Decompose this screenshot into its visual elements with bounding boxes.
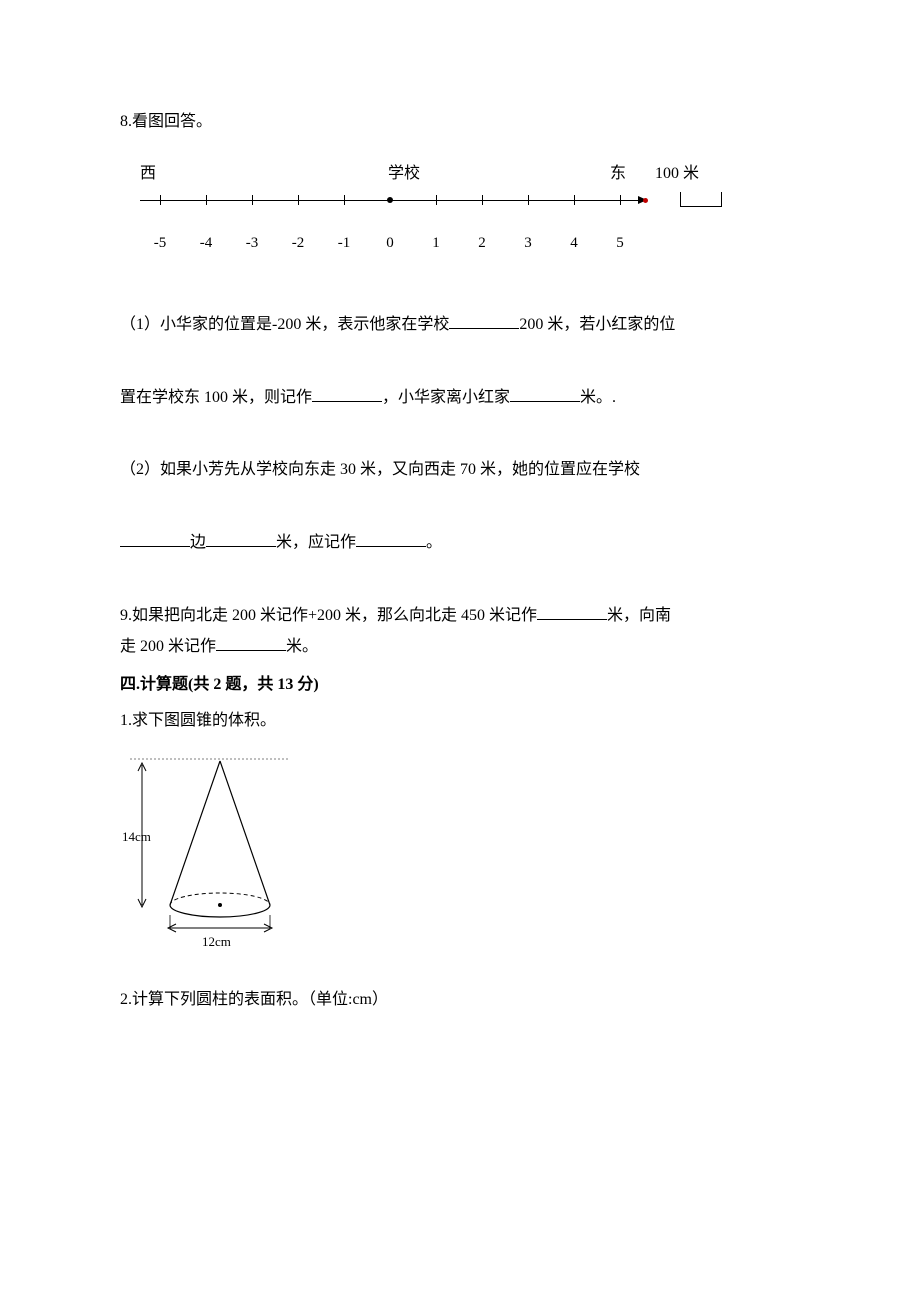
tick-label: 5: [616, 232, 624, 255]
label-west: 西: [140, 162, 156, 186]
tick-mark: [160, 195, 161, 205]
fill-blank[interactable]: [206, 530, 276, 547]
tick-mark: [298, 195, 299, 205]
text: 200 米，若小红家的位: [519, 316, 675, 333]
label-scale: 100 米: [655, 162, 699, 186]
tick-mark: [206, 195, 207, 205]
q8-title: 8.看图回答。: [120, 110, 800, 134]
q4-1-title: 1.求下图圆锥的体积。: [120, 709, 800, 733]
tick-label: -5: [154, 232, 167, 255]
tick-label: 4: [570, 232, 578, 255]
fill-blank[interactable]: [537, 603, 607, 620]
q9-line2: 走 200 米记作 米。: [120, 634, 800, 659]
tick-label: 3: [524, 232, 532, 255]
number-line-diagram: 西 学校 东 100 米 -5 -4 -3 -2 -1 0 1 2 3 4 5: [120, 162, 800, 272]
tick-label: -1: [338, 232, 351, 255]
cone-right-side: [220, 761, 270, 905]
fill-blank[interactable]: [312, 385, 382, 402]
q9-line1: 9.如果把向北走 200 米记作+200 米，那么向北走 450 米记作 米，向南: [120, 603, 800, 628]
origin-dot-icon: [387, 197, 393, 203]
fill-blank[interactable]: [216, 634, 286, 651]
q8-part2-line1: （2）如果小芳先从学校向东走 30 米，又向西走 70 米，她的位置应在学校: [120, 458, 800, 482]
fill-blank[interactable]: [510, 385, 580, 402]
tick-label: -4: [200, 232, 213, 255]
scale-bracket-icon: [680, 192, 722, 207]
text: 米，向南: [607, 607, 671, 624]
q8-part1-line1: （1）小华家的位置是-200 米，表示他家在学校 200 米，若小红家的位: [120, 312, 800, 337]
text: 置在学校东 100 米，则记作: [120, 389, 312, 406]
text: 米。: [286, 638, 318, 655]
text: （1）小华家的位置是-200 米，表示他家在学校: [120, 316, 449, 333]
tick-label: -3: [246, 232, 259, 255]
diameter-label: 12cm: [202, 934, 231, 949]
tick-mark: [436, 195, 437, 205]
end-dot-icon: [643, 198, 648, 203]
tick-label: 2: [478, 232, 486, 255]
fill-blank[interactable]: [449, 312, 519, 329]
label-school: 学校: [388, 162, 420, 186]
text: （2）如果小芳先从学校向东走 30 米，又向西走 70 米，她的位置应在学校: [120, 461, 640, 478]
tick-mark: [620, 195, 621, 205]
text: 边: [190, 534, 206, 551]
text: 米，应记作: [276, 534, 356, 551]
text: 米。.: [580, 389, 616, 406]
cone-left-side: [170, 761, 220, 905]
text: 9.如果把向北走 200 米记作+200 米，那么向北走 450 米记作: [120, 607, 537, 624]
text: ，小华家离小红家: [382, 389, 510, 406]
page: 8.看图回答。 西 学校 东 100 米 -5 -4 -3 -2 -1 0 1 2 3 4 5 （1…: [0, 0, 920, 1302]
tick-mark: [574, 195, 575, 205]
cone-figure: 14cm 12cm: [120, 753, 300, 958]
q4-2-title: 2.计算下列圆柱的表面积。（单位:cm）: [120, 988, 800, 1012]
tick-mark: [482, 195, 483, 205]
q8-part1-line2: 置在学校东 100 米，则记作 ，小华家离小红家 米。.: [120, 385, 800, 410]
section4-heading: 四.计算题(共 2 题，共 13 分): [120, 673, 800, 697]
text: 。: [426, 534, 442, 551]
center-dot-icon: [218, 903, 222, 907]
height-label: 14cm: [122, 829, 151, 844]
fill-blank[interactable]: [356, 530, 426, 547]
tick-mark: [528, 195, 529, 205]
tick-label: 0: [386, 232, 394, 255]
label-east: 东: [610, 162, 626, 186]
tick-mark: [344, 195, 345, 205]
tick-label: 1: [432, 232, 440, 255]
q8-part2-line2: 边 米，应记作 。: [120, 530, 800, 555]
text: 走 200 米记作: [120, 638, 216, 655]
tick-label: -2: [292, 232, 305, 255]
fill-blank[interactable]: [120, 530, 190, 547]
cone-svg: 14cm 12cm: [120, 753, 300, 958]
tick-mark: [252, 195, 253, 205]
